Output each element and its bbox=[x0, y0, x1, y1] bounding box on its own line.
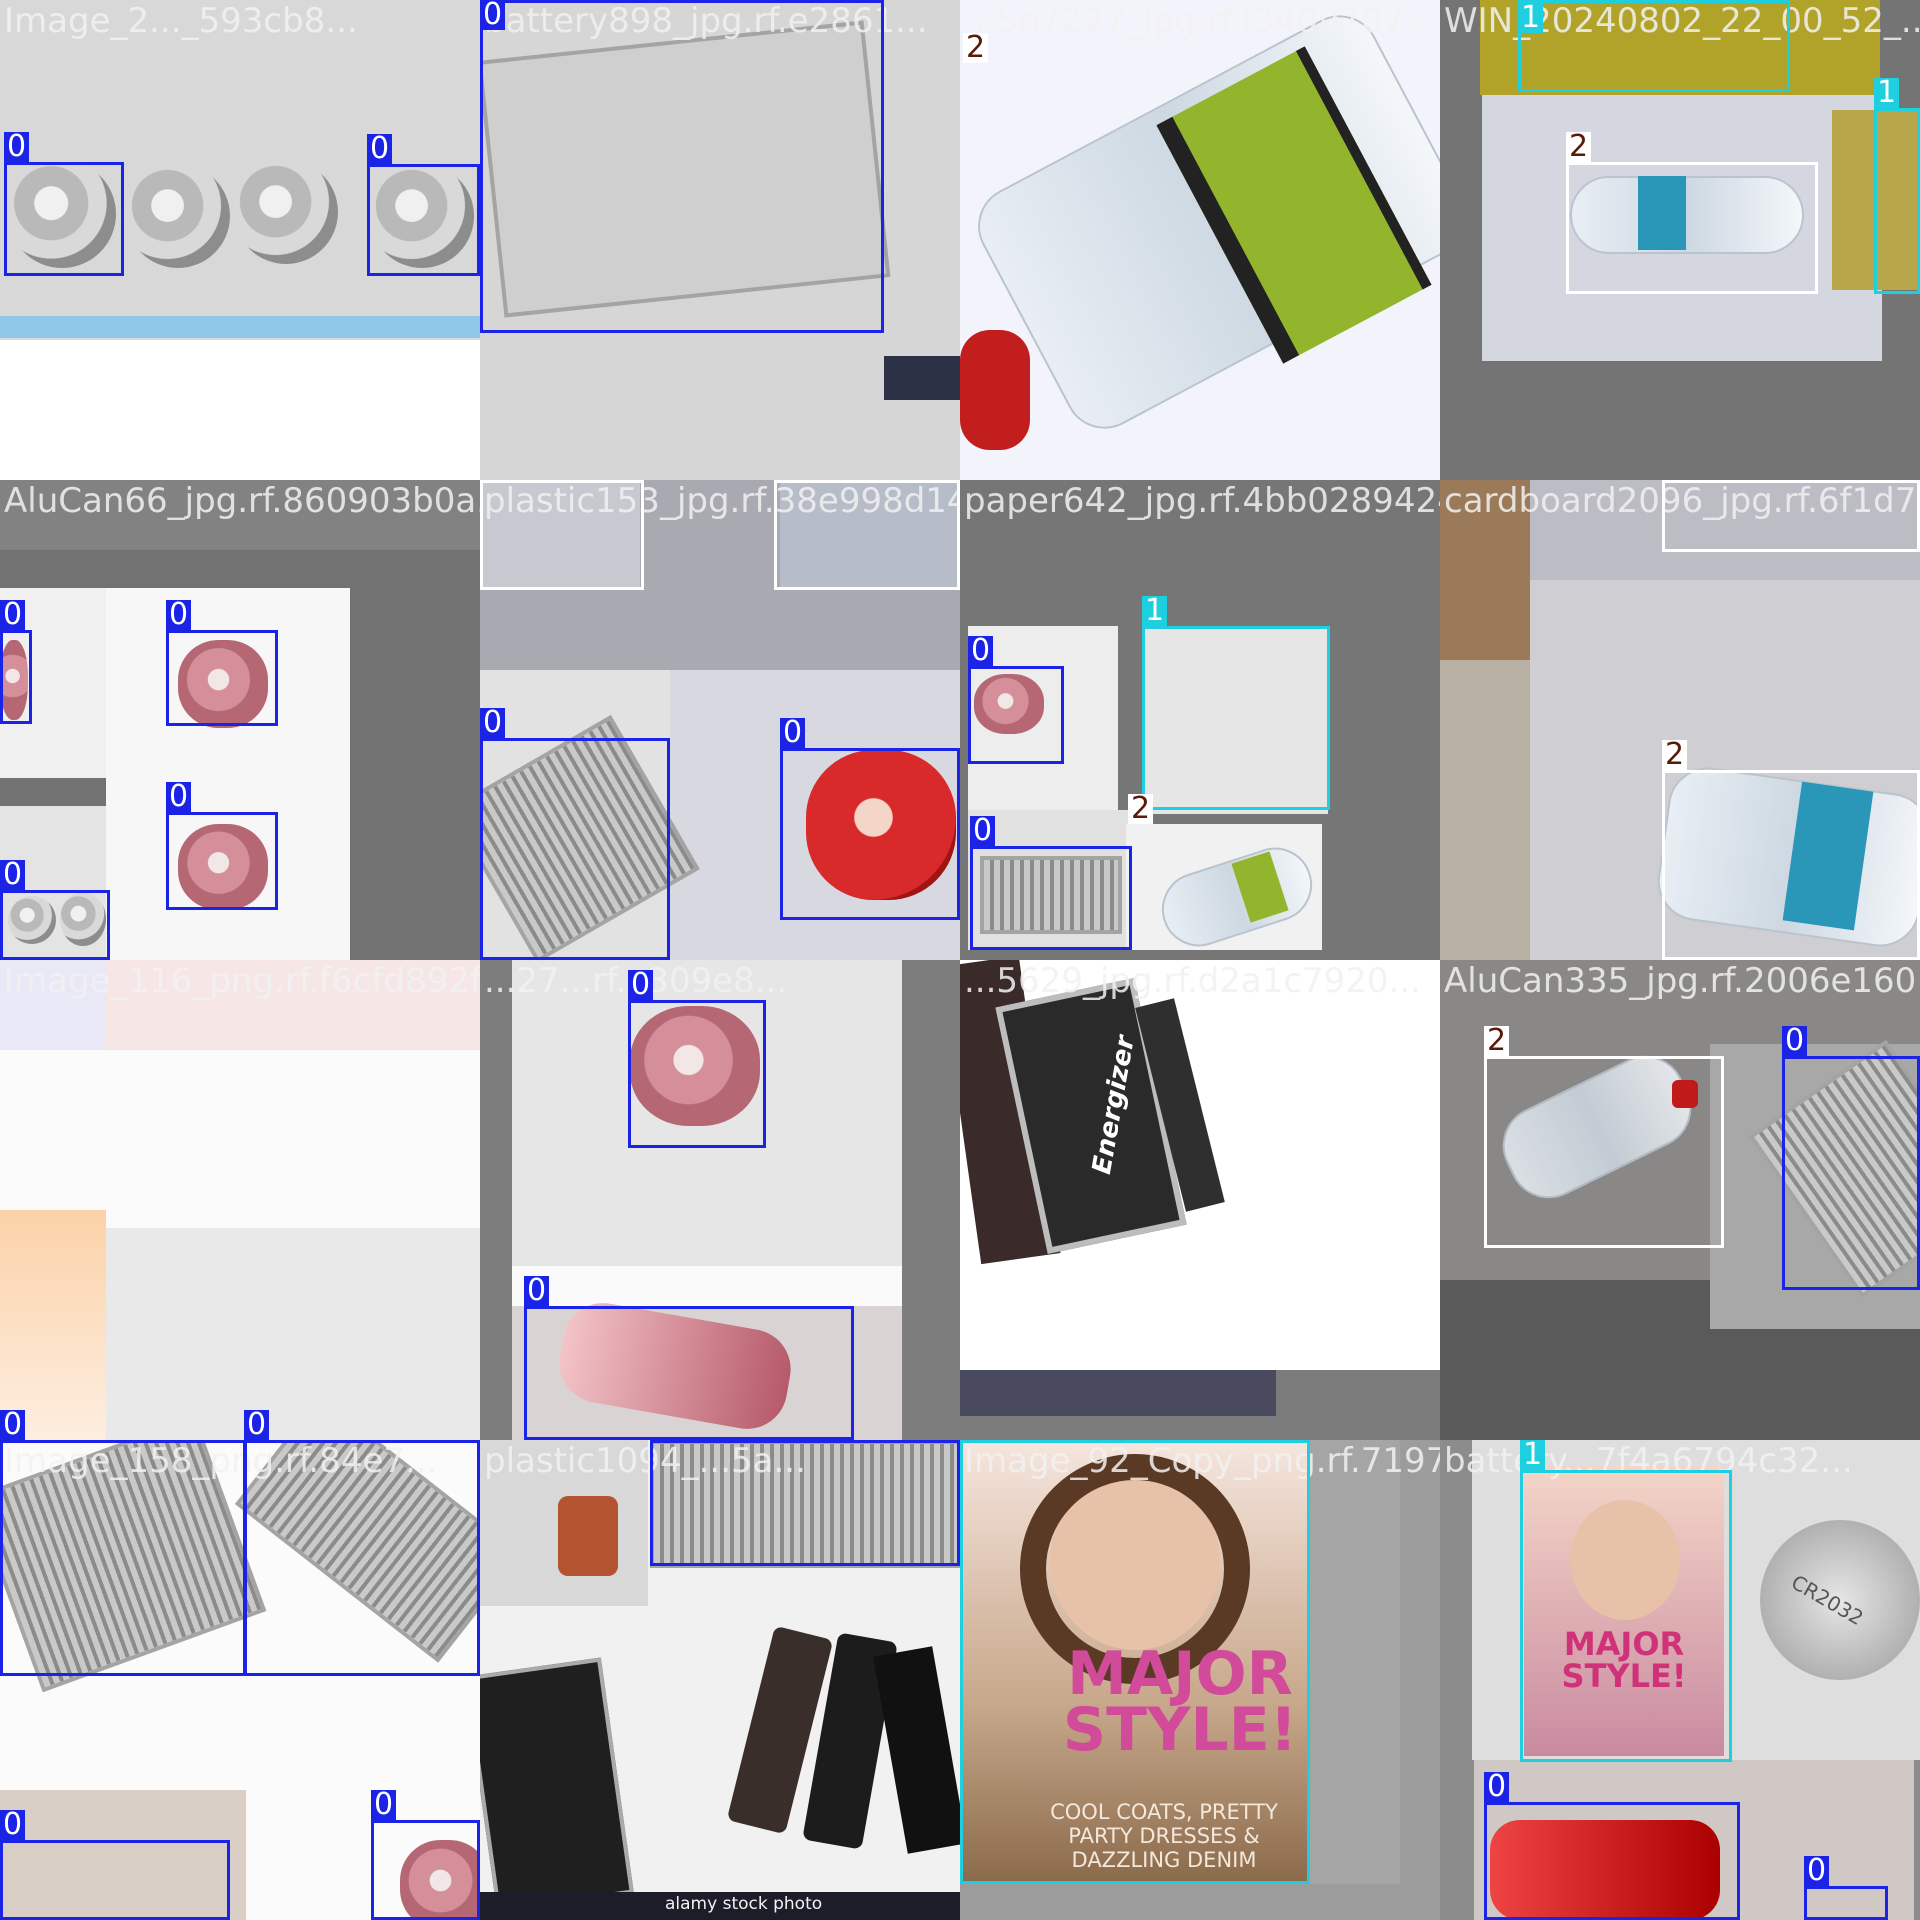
class-label: 0 bbox=[1782, 1026, 1808, 1056]
bounding-box: 2 bbox=[774, 480, 960, 590]
tile-filename: Image_2..._593cb8... bbox=[4, 1, 358, 41]
class-label: 0 bbox=[0, 1810, 26, 1840]
bounding-box: 1 bbox=[1520, 1440, 1732, 1762]
bounding-box: 0 bbox=[968, 636, 1064, 764]
bounding-box: 0 bbox=[367, 134, 480, 276]
bounding-box: 0 bbox=[524, 1276, 854, 1440]
tile-filename: AluCan66_jpg.rf.860903b0a... bbox=[4, 481, 480, 521]
mosaic-tile: Image_158_png.rf.84e7... 0 0 0 0 bbox=[0, 1440, 480, 1920]
class-label: 0 bbox=[480, 0, 506, 30]
bounding-box: 1 bbox=[1142, 596, 1330, 810]
bounding-box: 2 bbox=[960, 0, 1440, 480]
bounding-box: 0 bbox=[780, 718, 960, 920]
tile-filename: ...5n7227_jpg.rf.f3409707... bbox=[964, 1, 1437, 41]
class-label: 0 bbox=[970, 816, 996, 846]
class-label: 0 bbox=[367, 134, 393, 164]
mosaic-tile: WIN_20240802_22_00_52_... 1 1 2 bbox=[1440, 0, 1920, 480]
tile-filename: Image_116_png.rf.f6cfd892f... bbox=[4, 961, 480, 1001]
class-label: 1 bbox=[1520, 1440, 1546, 1470]
bounding-box: 1 bbox=[960, 1440, 1310, 1884]
class-label: 0 bbox=[968, 636, 994, 666]
class-label: 0 bbox=[166, 782, 192, 812]
class-label: 2 bbox=[1662, 740, 1688, 770]
class-label: 0 bbox=[1484, 1772, 1510, 1802]
bounding-box: 0 bbox=[244, 1440, 480, 1676]
class-label: 0 bbox=[244, 1410, 270, 1440]
mosaic-tile: Image_116_png.rf.f6cfd892f... 0 0 bbox=[0, 960, 480, 1440]
mosaic-tile: cardboard2096_jpg.rf.6f1d757... 2 2 bbox=[1440, 480, 1920, 960]
tile-filename: plastic1094_...5a... bbox=[484, 1441, 806, 1481]
bounding-box: 0 bbox=[480, 708, 670, 960]
class-label: 0 bbox=[1804, 1856, 1830, 1886]
magazine-headline: MAJOR STYLE! bbox=[1561, 1625, 1687, 1695]
magazine-subline: COOL COATS, PRETTY PARTY DRESSES & DAZZL… bbox=[1050, 1800, 1278, 1872]
stock-watermark: alamy stock photo bbox=[665, 1894, 823, 1914]
bounding-box: 2 bbox=[1662, 740, 1920, 960]
bounding-box: 0 bbox=[0, 1810, 230, 1920]
bounding-box: 2 bbox=[1566, 132, 1818, 294]
class-label: 1 bbox=[1874, 78, 1900, 108]
bounding-box: 0 bbox=[0, 1440, 246, 1676]
bounding-box: 0 bbox=[1804, 1856, 1888, 1920]
mosaic-tile: ...5629_jpg.rf.d2a1c7920... Energizer bbox=[960, 960, 1440, 1440]
class-label: 0 bbox=[0, 860, 26, 890]
class-label: 2 bbox=[1484, 1026, 1510, 1056]
magazine-headline: MAJOR STYLE! bbox=[1062, 1639, 1298, 1765]
class-label: 1 bbox=[1142, 596, 1168, 626]
class-label: 1 bbox=[1518, 3, 1544, 33]
mosaic-tile: plastic153_jpg.rf.38e998d14... 0 0 2 2 bbox=[480, 480, 960, 960]
bounding-box: 2 bbox=[1128, 794, 1320, 948]
bounding-box: 0 bbox=[480, 0, 884, 333]
bounding-box: 2 bbox=[1662, 480, 1920, 552]
class-label: 0 bbox=[524, 1276, 550, 1306]
mosaic-tile: alamy stock photo plastic1094_...5a... 0 bbox=[480, 1440, 960, 1920]
class-label: 0 bbox=[780, 718, 806, 748]
mosaic-tile: battery898_jpg.rf.e2861... 0 bbox=[480, 0, 960, 480]
class-label: 2 bbox=[963, 33, 989, 63]
bounding-box: 0 bbox=[371, 1790, 480, 1920]
mosaic-tile: MAJOR STYLE! CR2032 battery...7f4a6794c3… bbox=[1440, 1440, 1920, 1920]
bounding-box: 0 bbox=[628, 970, 766, 1148]
class-label: 0 bbox=[0, 1410, 26, 1440]
bounding-box: 0 bbox=[650, 1440, 960, 1566]
bounding-box: 0 bbox=[0, 600, 32, 724]
tile-filename: Image_92_Copy_png.rf.7197... bbox=[964, 1441, 1440, 1481]
bounding-box: 1 bbox=[1874, 78, 1920, 294]
bounding-box: 0 bbox=[166, 600, 278, 726]
mosaic-tile: ...27...rf.e309e8... 0 0 bbox=[480, 960, 960, 1440]
class-label: 2 bbox=[1566, 132, 1592, 162]
class-label: 0 bbox=[0, 600, 26, 630]
class-label: 0 bbox=[166, 600, 192, 630]
tile-filename: AluCan335_jpg.rf.2006e160... bbox=[1444, 961, 1920, 1001]
bounding-box: 2 bbox=[480, 480, 644, 590]
mosaic-tile: AluCan335_jpg.rf.2006e160... 2 0 bbox=[1440, 960, 1920, 1440]
tile-filename: plastic153_jpg.rf.38e998d14... bbox=[484, 481, 960, 521]
bounding-box: 0 bbox=[0, 860, 110, 960]
bounding-box: 0 bbox=[1484, 1772, 1740, 1920]
class-label: 0 bbox=[628, 970, 654, 1000]
mosaic-tile: Image_2..._593cb8... 0 0 bbox=[0, 0, 480, 480]
bounding-box: 2 bbox=[1484, 1026, 1724, 1248]
bounding-box: 0 bbox=[166, 782, 278, 910]
tile-filename: Image_158_png.rf.84e7... bbox=[4, 1441, 438, 1481]
mosaic-tile: ...5n7227_jpg.rf.f3409707... 2 bbox=[960, 0, 1440, 480]
mosaic-tile: AluCan66_jpg.rf.860903b0a... 0 0 0 0 bbox=[0, 480, 480, 960]
tile-filename: ...5629_jpg.rf.d2a1c7920... bbox=[964, 961, 1421, 1001]
tile-filename: paper642_jpg.rf.4bb0289424... bbox=[964, 481, 1440, 521]
bounding-box: 0 bbox=[1782, 1026, 1920, 1290]
tile-filename: battery898_jpg.rf.e2861... bbox=[484, 1, 928, 41]
mosaic-tile: MAJOR STYLE! COOL COATS, PRETTY PARTY DR… bbox=[960, 1440, 1440, 1920]
class-label: 2 bbox=[1128, 794, 1154, 824]
class-label: 0 bbox=[4, 132, 30, 162]
tile-filename: cardboard2096_jpg.rf.6f1d757... bbox=[1444, 481, 1920, 521]
bounding-box: 0 bbox=[4, 132, 124, 276]
bounding-box: 1 bbox=[1518, 0, 1790, 92]
mosaic-tile: paper642_jpg.rf.4bb0289424... 0 1 0 2 bbox=[960, 480, 1440, 960]
class-label: 0 bbox=[480, 708, 506, 738]
class-label: 0 bbox=[371, 1790, 397, 1820]
bounding-box: 0 bbox=[970, 816, 1132, 950]
